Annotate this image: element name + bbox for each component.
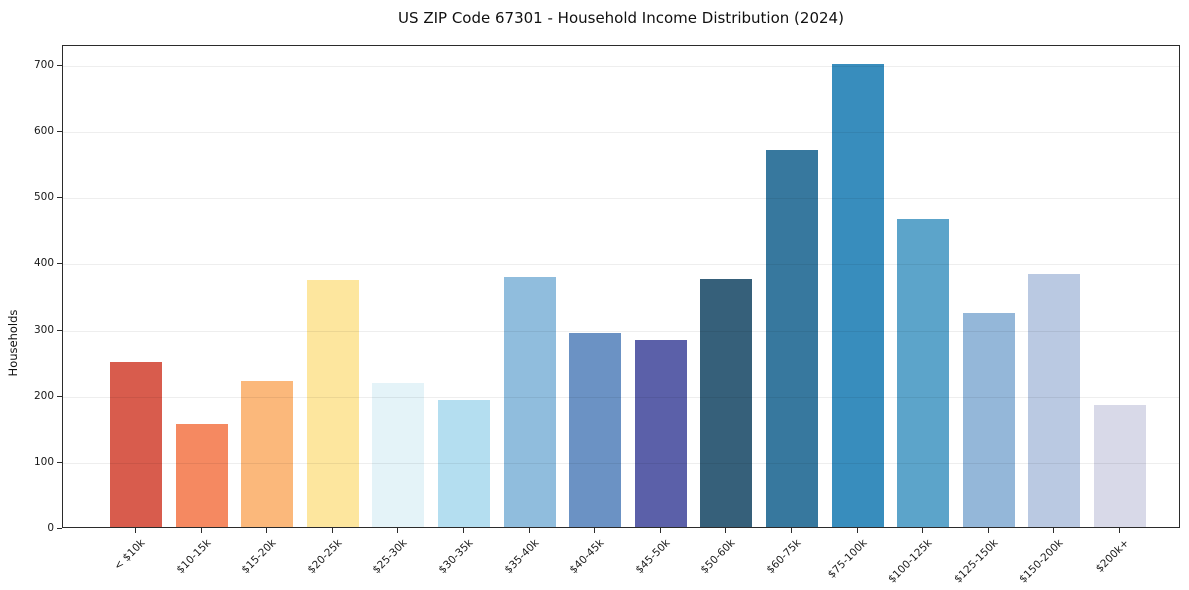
gridline-y300 [63,330,1179,332]
x-tick-mark [397,528,399,533]
x-tick-mark [1053,528,1055,533]
x-tick-mark [856,528,858,533]
x-tick-label: $20-25k [305,537,345,577]
y-tick-mark [57,528,62,529]
x-tick-mark [1119,528,1120,533]
bar-$10-15k [175,424,228,527]
y-tick-mark [57,395,62,397]
x-tick-mark [331,528,333,533]
y-tick-label: 600 [33,125,54,137]
y-tick-mark [57,461,62,463]
bar-$75-100k [831,63,884,527]
y-tick-mark [57,197,62,199]
bar-$45-50k [634,340,687,527]
y-tick-label: 200 [33,389,54,402]
gridline-y500 [63,198,1179,200]
x-tick-label: $15-20k [239,537,279,577]
gridline-y200 [63,396,1179,398]
x-tick-mark [791,528,792,533]
x-tick-label: $25-30k [370,537,410,577]
chart-title: US ZIP Code 67301 - Household Income Dis… [398,9,844,27]
x-tick-mark [135,528,136,533]
plot-area [62,45,1180,528]
gridline-y100 [63,462,1179,464]
gridline-y700 [63,65,1179,67]
y-tick-label: 0 [47,522,54,534]
y-tick-mark [57,64,62,66]
x-tick-mark [659,528,661,533]
x-tick-label: $10-15k [173,537,214,577]
bar-$150-200k [1028,273,1081,527]
y-tick-label: 100 [33,455,54,468]
x-tick-mark [266,528,268,533]
gridline-y600 [63,132,1179,133]
x-tick-label: $30-35k [436,537,476,577]
bar-$35-40k [503,276,556,527]
bar-$20-25k [306,280,359,527]
x-tick-mark [922,528,924,533]
x-tick-mark [200,528,202,533]
x-tick-label: $40-45k [567,537,607,577]
y-tick-mark [57,131,62,132]
bar-$100-125k [897,219,950,527]
bar-< $10k [110,361,162,527]
x-tick-mark [987,528,989,533]
x-tick-label: $60-75k [764,537,804,577]
y-tick-label: 400 [33,257,54,270]
y-tick-label: 700 [33,58,54,71]
bar-$40-45k [569,332,622,527]
x-tick-label: $35-40k [501,537,542,577]
x-tick-label: $125-150k [951,537,1001,586]
bar-$25-30k [372,382,425,527]
x-tick-label: $200k+ [1093,537,1132,575]
bar-$125-150k [962,313,1015,527]
y-axis-label: Households [6,309,20,377]
x-tick-mark [528,528,530,533]
y-tick-label: 300 [33,323,54,336]
x-tick-label: $50-60k [698,537,738,577]
x-tick-label: $100-125k [886,537,935,586]
x-tick-label: $150-200k [1017,537,1066,586]
bar-$60-75k [766,149,818,527]
gridline-y400 [63,264,1179,266]
y-tick-mark [57,263,62,265]
x-tick-label: $45-50k [633,537,673,577]
bar-$200k+ [1094,404,1146,527]
y-tick-label: 500 [33,191,54,204]
bar-$50-60k [700,278,753,527]
x-tick-label: < $10k [111,537,148,573]
bar-$30-35k [438,400,490,527]
y-tick-mark [57,329,62,331]
x-tick-mark [725,528,727,533]
x-tick-mark [463,528,464,533]
bar-$15-20k [241,381,294,527]
x-tick-label: $75-100k [825,537,870,581]
x-tick-mark [594,528,596,533]
